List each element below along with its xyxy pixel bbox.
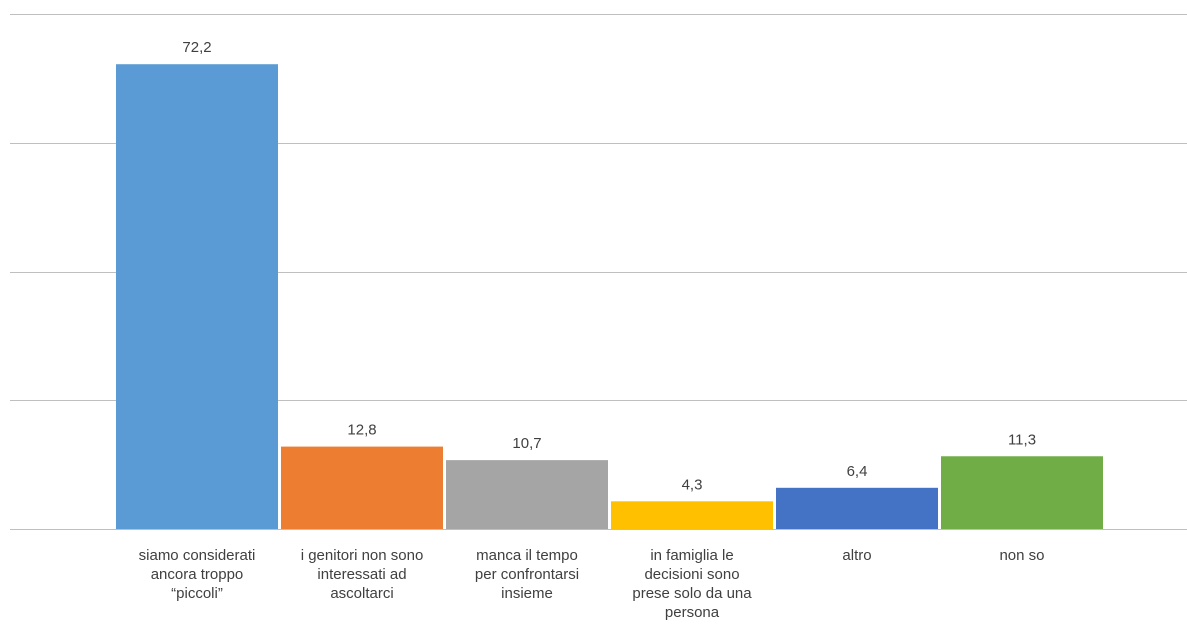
bar	[116, 64, 278, 530]
category-label: manca il tempo per confrontarsi insieme	[474, 547, 580, 602]
bar	[941, 456, 1103, 529]
data-label: 12,8	[347, 422, 376, 439]
category-label: altro	[842, 547, 872, 564]
category-label: in famiglia le decisioni sono prese solo…	[632, 547, 752, 621]
value-labels: 72,2 12,8 10,7 4,3 6,4 11,3	[182, 39, 1036, 493]
bars	[116, 64, 1103, 530]
bar	[776, 487, 938, 529]
data-label: 10,7	[512, 435, 541, 452]
category-label: i genitori non sono interessati ad ascol…	[300, 547, 424, 602]
data-label: 11,3	[1008, 431, 1036, 448]
data-label: 4,3	[682, 476, 703, 493]
category-label: siamo considerati ancora troppo “piccoli…	[138, 547, 256, 602]
data-label: 72,2	[182, 39, 211, 56]
bar	[281, 446, 443, 529]
bar	[611, 501, 773, 529]
category-label: non so	[999, 547, 1045, 564]
data-label: 6,4	[847, 463, 868, 480]
bar	[446, 460, 608, 529]
